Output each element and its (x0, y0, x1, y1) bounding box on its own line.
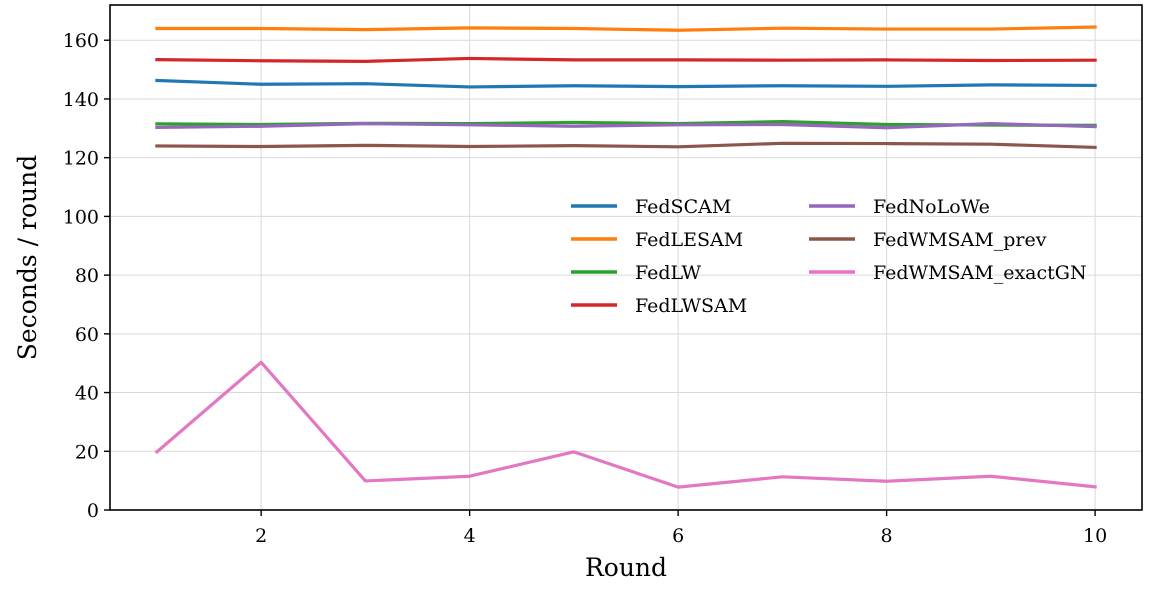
series-lines (154, 25, 1097, 489)
series-line-fedscam (155, 78, 1097, 89)
series-line-fedwmsam-prev (155, 141, 1097, 150)
y-tick-label: 100 (63, 206, 99, 228)
y-tick-label: 0 (87, 500, 99, 522)
legend-label: FedLESAM (635, 229, 743, 251)
y-tick-label: 80 (75, 265, 99, 287)
x-tick-label: 6 (672, 525, 684, 547)
x-tick-label: 2 (255, 525, 267, 547)
y-tick-label: 40 (75, 383, 99, 405)
legend: FedSCAM FedLESAM FedLW FedLWSAM FedNoLoWe Fed… (571, 196, 1087, 317)
legend-label: FedWMSAM_prev (873, 229, 1047, 251)
y-tick-label: 20 (75, 441, 99, 463)
series-line-fedlesam (155, 25, 1097, 32)
legend-label: FedNoLoWe (873, 196, 990, 218)
series-line-fednolowe (155, 122, 1097, 130)
y-tick-label: 140 (63, 89, 99, 111)
plot-frame (109, 4, 1143, 511)
legend-label: FedSCAM (635, 196, 731, 218)
x-tick-label: 10 (1083, 525, 1107, 547)
y-tick-label: 160 (63, 30, 99, 52)
y-axis-label: Seconds / round (13, 155, 42, 360)
legend-label: FedLWSAM (635, 295, 747, 317)
y-tick-label: 60 (75, 324, 99, 346)
x-axis-label: Round (585, 553, 667, 582)
series-line-fedlwsam (155, 56, 1097, 63)
x-tick-label: 4 (464, 525, 476, 547)
x-tick-label: 8 (881, 525, 893, 547)
legend-label: FedLW (635, 262, 702, 284)
series-line-fedwmsam-exactgn (154, 360, 1097, 489)
y-tick-label: 120 (63, 148, 99, 170)
legend-label: FedWMSAM_exactGN (873, 262, 1087, 284)
grid (110, 5, 1142, 511)
